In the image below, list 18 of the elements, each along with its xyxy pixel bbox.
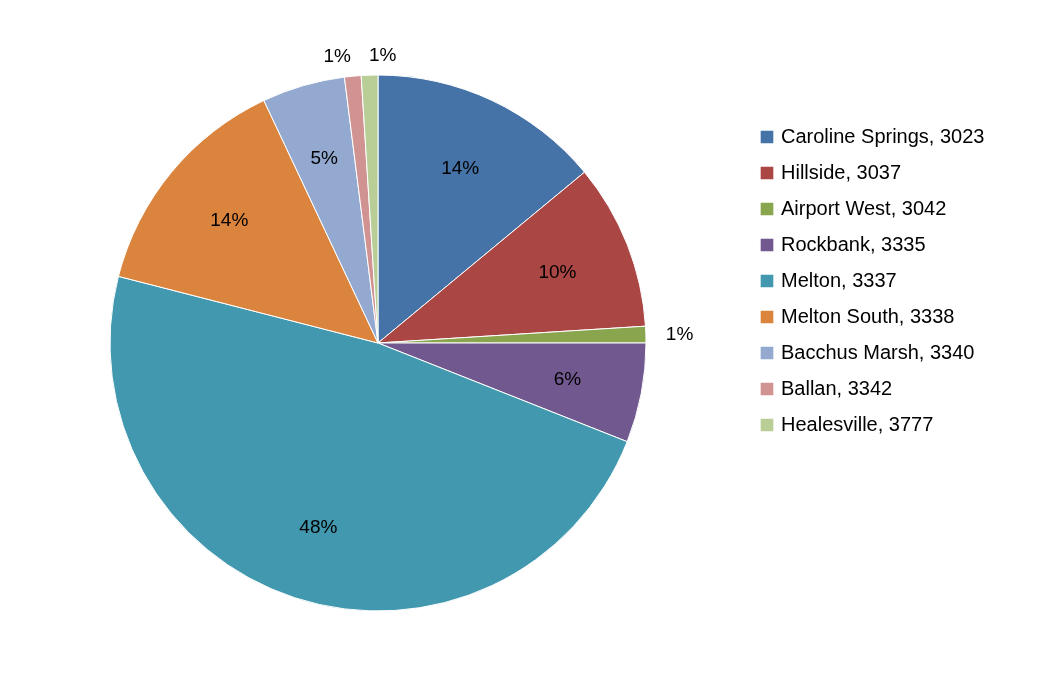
legend-label: Airport West, 3042 — [781, 197, 947, 219]
data-label: 10% — [538, 260, 577, 282]
legend-label: Hillside, 3037 — [781, 161, 902, 183]
legend-label: Healesville, 3777 — [781, 413, 934, 435]
legend-label: Caroline Springs, 3023 — [781, 125, 985, 147]
legend-label: Ballan, 3342 — [781, 377, 893, 399]
data-label: 5% — [310, 146, 338, 168]
data-label: 14% — [441, 157, 480, 179]
data-label: 1% — [368, 44, 397, 66]
data-label: 6% — [553, 368, 582, 390]
data-label: 14% — [210, 209, 249, 230]
data-label: 1% — [665, 322, 694, 344]
data-label: 1% — [323, 45, 351, 67]
legend-label: Melton South, 3338 — [781, 305, 955, 327]
legend-label: Melton, 3337 — [781, 269, 897, 291]
data-label: 48% — [299, 515, 338, 537]
legend-label: Bacchus Marsh, 3340 — [781, 341, 975, 363]
legend-label: Rockbank, 3335 — [781, 233, 926, 255]
